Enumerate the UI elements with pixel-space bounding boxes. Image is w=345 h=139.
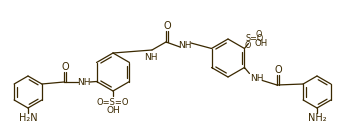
Text: OH: OH	[255, 39, 268, 48]
Text: O: O	[163, 21, 171, 31]
Text: O=S=O: O=S=O	[97, 97, 129, 106]
Text: S=O: S=O	[245, 34, 264, 43]
Text: NH: NH	[77, 78, 91, 86]
Text: O: O	[255, 30, 262, 39]
Text: O: O	[61, 62, 69, 72]
Text: OH: OH	[106, 106, 120, 115]
Text: NH₂: NH₂	[308, 113, 326, 123]
Text: H₂N: H₂N	[19, 113, 37, 123]
Text: NH: NH	[144, 53, 158, 61]
Text: NH: NH	[178, 40, 192, 49]
Text: NH: NH	[250, 74, 263, 83]
Text: O: O	[244, 41, 250, 50]
Text: O: O	[274, 65, 282, 75]
